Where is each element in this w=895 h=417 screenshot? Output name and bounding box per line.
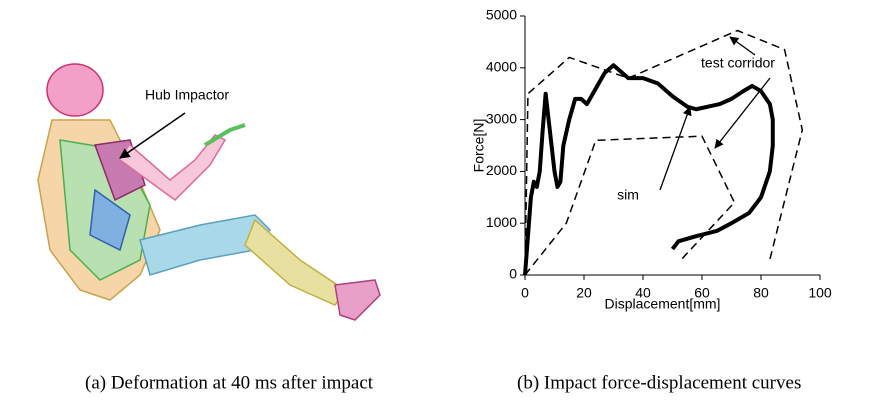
series-annotation: sim (617, 187, 639, 203)
series-annotation: test corridor (701, 55, 775, 71)
annotation: Hub Impactor (145, 87, 229, 103)
caption: (a) Deformation at 40 ms after impact (85, 372, 374, 393)
x-tick-label: 100 (808, 285, 832, 301)
mesh-model (37, 63, 381, 321)
annotation-arrow (729, 36, 756, 56)
series-line (524, 135, 736, 276)
y-tick-label: 3000 (486, 110, 517, 126)
y-tick-label: 4000 (486, 59, 517, 75)
x-tick-label: 20 (576, 285, 592, 301)
annotation-arrow (714, 77, 771, 149)
caption: (b) Impact force-displacement curves (517, 372, 801, 393)
annotation-arrow (119, 112, 186, 159)
x-tick-label: 0 (521, 285, 529, 301)
x-tick-label: 40 (635, 285, 651, 301)
x-tick-label: 80 (753, 285, 769, 301)
y-axis-label: Force[N] (471, 119, 487, 173)
x-tick-label: 60 (694, 285, 710, 301)
y-tick-label: 1000 (486, 214, 517, 230)
series-line (524, 29, 804, 276)
y-tick-label: 0 (509, 266, 517, 282)
y-tick-label: 5000 (486, 7, 517, 23)
y-tick-label: 2000 (486, 162, 517, 178)
series-line (523, 63, 775, 276)
annotation-arrow (659, 106, 692, 191)
x-axis-label: Displacement[mm] (605, 296, 721, 312)
